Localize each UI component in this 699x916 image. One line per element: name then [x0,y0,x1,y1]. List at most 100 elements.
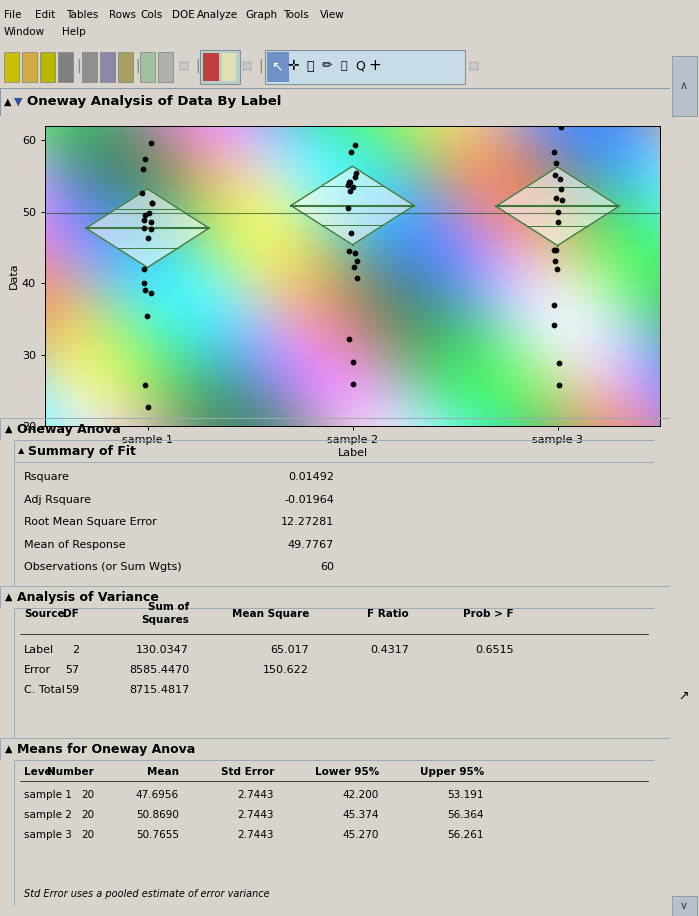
Text: Prob > F: Prob > F [463,609,514,619]
Point [553,377,564,392]
Text: ✋: ✋ [306,60,314,72]
Text: Oneway Analysis of Data By Label: Oneway Analysis of Data By Label [27,95,282,108]
Text: Root Mean Square Error: Root Mean Square Error [24,518,157,527]
Point [145,214,157,229]
Point [549,243,560,257]
Point [552,108,563,123]
Text: 8715.4817: 8715.4817 [129,685,189,695]
Point [147,195,158,210]
Point [550,191,561,206]
Text: 0.4317: 0.4317 [370,645,409,655]
Point [552,215,563,230]
Bar [672,56,697,116]
Text: ↖: ↖ [271,59,283,73]
Text: |: | [76,59,80,73]
Text: C. Total: C. Total [24,685,65,695]
Text: View: View [319,10,345,20]
Text: Analysis of Variance: Analysis of Variance [17,591,159,604]
Point [556,192,567,207]
Text: 2.7443: 2.7443 [238,830,274,840]
Text: Sum of: Sum of [147,602,189,612]
Text: 130.0347: 130.0347 [136,645,189,655]
Text: ▲: ▲ [18,446,24,455]
Text: Source: Source [24,609,64,619]
Text: Adj Rsquare: Adj Rsquare [24,495,91,505]
Point [345,145,356,159]
Text: sample 1: sample 1 [24,790,72,800]
Bar [118,52,133,82]
Text: Level: Level [24,767,55,777]
Text: 20: 20 [81,810,94,820]
Text: 57: 57 [65,665,79,675]
Point [350,246,361,261]
Point [138,262,149,277]
Bar [40,52,55,82]
Point [548,318,559,333]
Text: |: | [258,59,263,73]
Text: Number: Number [48,767,94,777]
Point [344,175,355,190]
Text: 49.7767: 49.7767 [288,540,334,550]
Text: ↗: ↗ [679,690,689,703]
Bar [4,52,19,82]
Bar [140,52,155,82]
Text: Upper 95%: Upper 95% [420,767,484,777]
Bar [203,53,219,81]
Point [555,120,566,135]
Point [347,180,359,194]
Text: Graph: Graph [245,10,278,20]
Bar [22,52,37,82]
Text: DOE: DOE [171,10,194,20]
Point [342,178,353,192]
Point [146,196,157,211]
Text: -0.01964: -0.01964 [284,495,334,505]
Text: Mean Square: Mean Square [231,609,309,619]
Text: Oneway Anova: Oneway Anova [17,422,121,435]
Point [144,206,155,221]
Point [348,108,359,123]
Point [554,172,565,187]
Polygon shape [86,189,209,267]
Point [551,243,562,257]
Point [138,162,149,177]
Text: Means for Oneway Anova: Means for Oneway Anova [17,743,195,756]
Text: |: | [135,59,140,73]
Bar [180,62,188,70]
Y-axis label: Data: Data [9,263,19,289]
Text: 50.7655: 50.7655 [136,830,179,840]
Point [345,226,356,241]
Text: 59: 59 [65,685,79,695]
Text: Lower 95%: Lower 95% [315,767,379,777]
Point [143,231,154,245]
Text: 2: 2 [72,645,79,655]
Text: F Ratio: F Ratio [367,609,409,619]
Point [349,260,360,275]
Text: DF: DF [63,609,79,619]
Point [555,181,566,196]
Text: 🔍: 🔍 [340,61,347,71]
Text: 150.622: 150.622 [263,665,309,675]
Bar [243,62,251,70]
Text: ▲: ▲ [5,592,13,602]
Text: Error: Error [24,665,51,675]
Point [550,254,561,268]
Text: 60: 60 [320,562,334,572]
Point [345,175,356,190]
Text: Squares: Squares [141,615,189,625]
Point [549,298,560,312]
Text: 2.7443: 2.7443 [238,790,274,800]
Point [145,136,157,150]
Text: Observations (or Sum Wgts): Observations (or Sum Wgts) [24,562,182,572]
Text: 45.374: 45.374 [343,810,379,820]
Bar [100,52,115,82]
Text: ∧: ∧ [680,81,688,91]
Point [139,152,150,167]
Text: Label: Label [24,645,54,655]
Text: 0.01492: 0.01492 [288,472,334,482]
Text: 20: 20 [81,830,94,840]
Text: 50.8690: 50.8690 [136,810,179,820]
Bar [470,62,478,70]
Point [138,276,150,290]
Bar [82,52,97,82]
Text: Edit: Edit [35,10,55,20]
